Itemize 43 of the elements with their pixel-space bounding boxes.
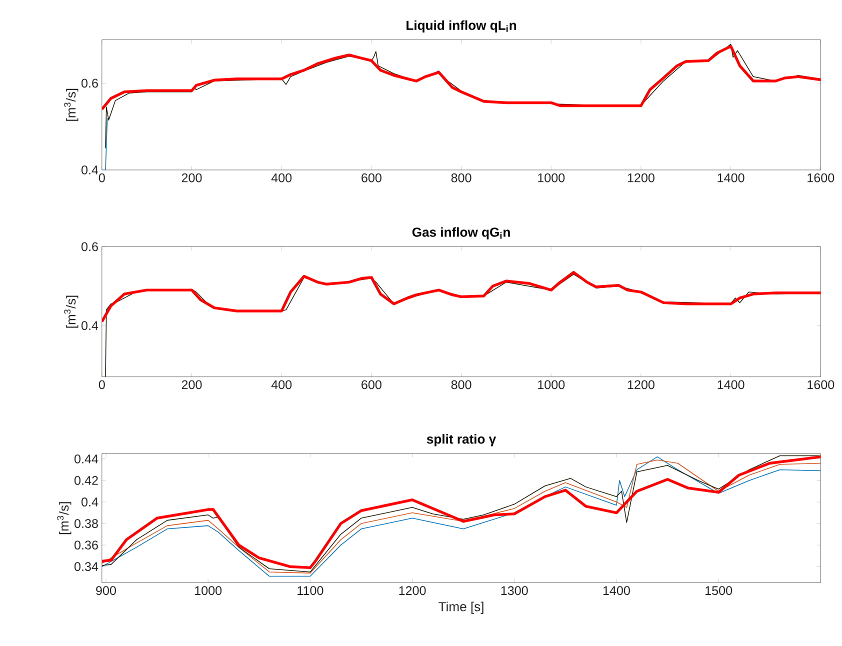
x-tick-label: 900	[96, 586, 116, 596]
x-tick-label: 0	[98, 173, 105, 182]
x-tick-label: 1600	[808, 380, 834, 390]
y-tick-label: 0.44	[74, 454, 98, 464]
x-tick-label: 1400	[718, 380, 744, 390]
line-series	[102, 271, 821, 324]
x-tick-label: 0	[98, 380, 105, 390]
y-tick-label: 0.6	[81, 242, 98, 252]
x-tick-label: 1300	[501, 586, 528, 596]
y-tick-label: 0.4	[81, 321, 98, 330]
x-tick-label: 200	[182, 173, 202, 182]
x-tick-label: 400	[271, 380, 292, 390]
y-axis-title: [m$^{3}$/s]	[64, 88, 78, 121]
x-tick-label: 1000	[195, 586, 222, 596]
x-tick-label: 1100	[298, 586, 324, 596]
x-tick-label: 600	[362, 380, 382, 390]
y-tick-label: 0.6	[81, 78, 98, 88]
x-tick-label: 1400	[603, 586, 630, 596]
x-tick-label: 1000	[538, 173, 565, 182]
y-tick-label: 0.4	[81, 166, 98, 174]
x-tick-label: 800	[451, 173, 472, 182]
y-tick-label: 0.34	[74, 562, 98, 572]
x-axis-title: Time [s]	[438, 602, 484, 614]
x-tick-label: 400	[271, 173, 292, 182]
chart-title: split ratio γ	[426, 434, 496, 446]
x-tick-label: 1000	[538, 380, 565, 390]
x-tick-label: 200	[182, 380, 202, 390]
x-tick-label: 1500	[706, 586, 732, 596]
x-tick-label: 1200	[628, 380, 654, 390]
x-tick-label: 1200	[399, 586, 426, 596]
y-axis-title: [m$^{3}$/s]	[64, 296, 78, 328]
y-tick-label: 0.42	[74, 476, 98, 485]
y-tick-label: 0.4	[81, 498, 98, 507]
y-axis-title: [m$^{3}$/s]	[57, 502, 72, 534]
x-tick-label: 1400	[718, 173, 744, 182]
x-tick-label: 1200	[628, 173, 654, 182]
y-tick-label: 0.36	[74, 540, 98, 550]
chart-title: Gas inflow qG$_{i}$n	[412, 227, 510, 240]
chart-title: Liquid inflow qL$_{i}$n	[406, 20, 516, 33]
x-tick-label: 800	[451, 380, 472, 390]
x-tick-label: 600	[362, 173, 382, 182]
x-tick-label: 1600	[808, 173, 834, 182]
y-tick-label: 0.38	[74, 519, 98, 528]
